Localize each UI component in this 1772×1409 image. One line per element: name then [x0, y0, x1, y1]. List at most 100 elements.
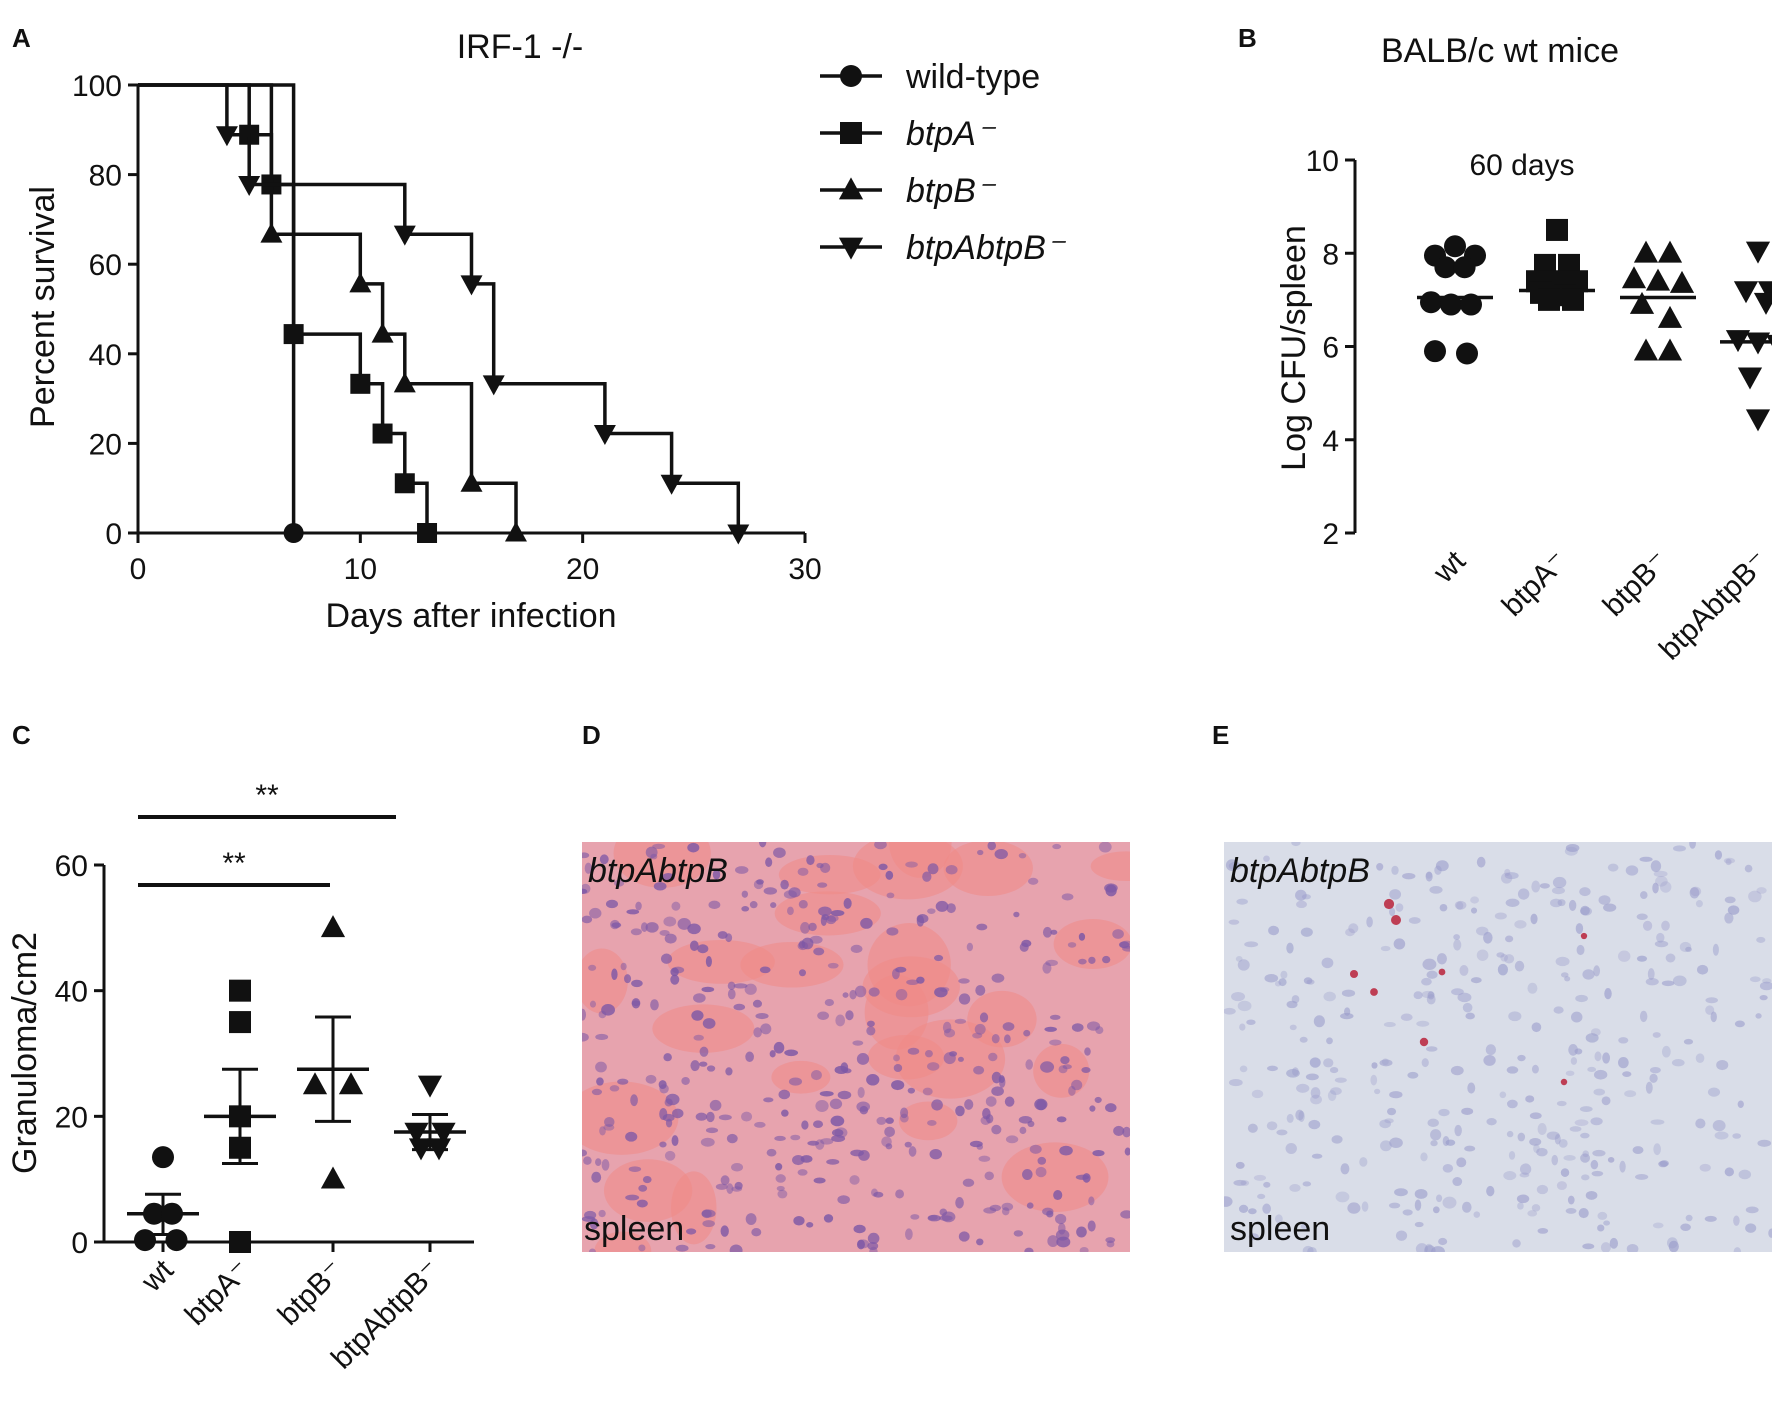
cell-nucleus — [1300, 927, 1313, 937]
cell-nucleus — [660, 953, 673, 964]
cell-nucleus — [881, 1136, 892, 1147]
chart-b-point-2 — [1645, 268, 1671, 291]
cell-nucleus — [1237, 1000, 1252, 1012]
chart-b-point-0 — [1420, 291, 1442, 314]
cell-nucleus — [1724, 896, 1736, 904]
cell-nucleus — [583, 1156, 592, 1165]
cell-nucleus — [893, 1063, 903, 1073]
cell-nucleus — [1768, 1228, 1772, 1238]
cell-nucleus — [1748, 890, 1762, 903]
cell-nucleus — [596, 1077, 604, 1086]
cell-nucleus — [905, 861, 918, 868]
cell-nucleus — [1407, 1071, 1419, 1079]
cell-nucleus — [1022, 1168, 1033, 1180]
chart-b-point-2 — [1621, 266, 1647, 289]
chart-c-point-1 — [229, 1136, 251, 1159]
cell-nucleus — [1749, 976, 1761, 983]
cell-nucleus — [706, 1065, 716, 1072]
cell-nucleus — [1062, 1064, 1072, 1070]
cell-nucleus — [1456, 901, 1464, 910]
cell-nucleus — [1457, 992, 1472, 1003]
cell-nucleus — [725, 1067, 733, 1076]
cell-nucleus — [1289, 1024, 1297, 1031]
cell-nucleus — [1476, 856, 1486, 868]
chart-c-point-0 — [165, 1229, 188, 1252]
cell-nucleus — [1636, 955, 1648, 962]
micrograph-d-label-top: btpAbtpB — [588, 852, 728, 890]
cell-nucleus — [1579, 887, 1591, 897]
cell-nucleus — [955, 1197, 964, 1209]
cell-nucleus — [1517, 888, 1530, 900]
chart-b-point-3 — [1737, 367, 1763, 390]
cell-nucleus — [886, 892, 895, 899]
cell-nucleus — [1374, 1088, 1381, 1095]
cell-nucleus — [1296, 900, 1307, 909]
cell-nucleus — [972, 1032, 983, 1039]
cell-nucleus — [1565, 843, 1580, 853]
stained-spot — [1438, 968, 1446, 976]
cell-nucleus — [614, 879, 625, 887]
cell-nucleus — [1650, 1119, 1665, 1125]
chart-b-point-0 — [1460, 293, 1482, 316]
cell-nucleus — [1685, 946, 1692, 952]
cell-nucleus — [760, 1023, 772, 1035]
cell-nucleus — [929, 1148, 943, 1160]
cell-nucleus — [1092, 1149, 1105, 1157]
cell-nucleus — [1393, 938, 1406, 950]
chart-a-point-1 — [372, 423, 393, 444]
survival-chart: IRF-1 -/- Days after infection Percent s… — [24, 28, 1067, 635]
cell-nucleus — [907, 1087, 916, 1094]
cell-nucleus — [1580, 1132, 1590, 1139]
cell-nucleus — [1582, 969, 1595, 980]
cell-nucleus — [1413, 991, 1423, 1000]
cell-nucleus — [979, 1012, 989, 1023]
cell-nucleus — [775, 1162, 783, 1171]
cell-nucleus — [591, 1088, 603, 1096]
cell-nucleus — [876, 1116, 887, 1125]
cell-nucleus — [895, 989, 908, 1001]
cell-nucleus — [1659, 1160, 1670, 1167]
cell-nucleus — [773, 847, 786, 858]
cell-nucleus — [943, 1052, 956, 1065]
legend-marker-1 — [840, 122, 862, 144]
cell-nucleus — [598, 1209, 606, 1218]
tissue-patch — [1001, 1142, 1109, 1213]
cell-nucleus — [1557, 899, 1566, 907]
cell-nucleus — [705, 955, 712, 968]
cell-nucleus — [941, 1211, 956, 1223]
cell-nucleus — [1602, 1052, 1611, 1064]
cell-nucleus — [1465, 1012, 1475, 1020]
cell-nucleus — [582, 883, 591, 894]
chart-a-point-2 — [504, 521, 527, 542]
cell-nucleus — [850, 944, 863, 953]
cell-nucleus — [1278, 978, 1287, 987]
cell-nucleus — [1380, 945, 1391, 952]
cell-nucleus — [1082, 1173, 1091, 1183]
cell-nucleus — [1224, 1196, 1233, 1207]
cell-nucleus — [589, 907, 602, 919]
cell-nucleus — [1087, 1220, 1096, 1232]
cell-nucleus — [603, 1124, 615, 1131]
cell-nucleus — [1695, 900, 1703, 908]
cell-nucleus — [991, 1086, 1004, 1097]
cell-nucleus — [1514, 920, 1527, 929]
cell-nucleus — [1672, 975, 1687, 987]
cell-nucleus — [1732, 1133, 1742, 1139]
cell-nucleus — [1506, 1066, 1519, 1074]
cell-nucleus — [1421, 977, 1432, 986]
stained-spot — [1349, 969, 1359, 979]
cell-nucleus — [1394, 1188, 1408, 1197]
cell-nucleus — [702, 1018, 716, 1029]
cell-nucleus — [1506, 1099, 1518, 1109]
chart-a-point-2 — [260, 222, 283, 243]
cell-nucleus — [1514, 960, 1525, 972]
cell-nucleus — [1580, 905, 1590, 916]
cell-nucleus — [1590, 1028, 1601, 1037]
cell-nucleus — [885, 1143, 893, 1150]
chart-a-x-tick-label: 10 — [344, 553, 377, 586]
cell-nucleus — [831, 1129, 844, 1137]
cell-nucleus — [1714, 1131, 1729, 1140]
cell-nucleus — [924, 1049, 933, 1058]
panel-label-a: A — [12, 23, 31, 53]
stained-spot — [1370, 988, 1378, 996]
